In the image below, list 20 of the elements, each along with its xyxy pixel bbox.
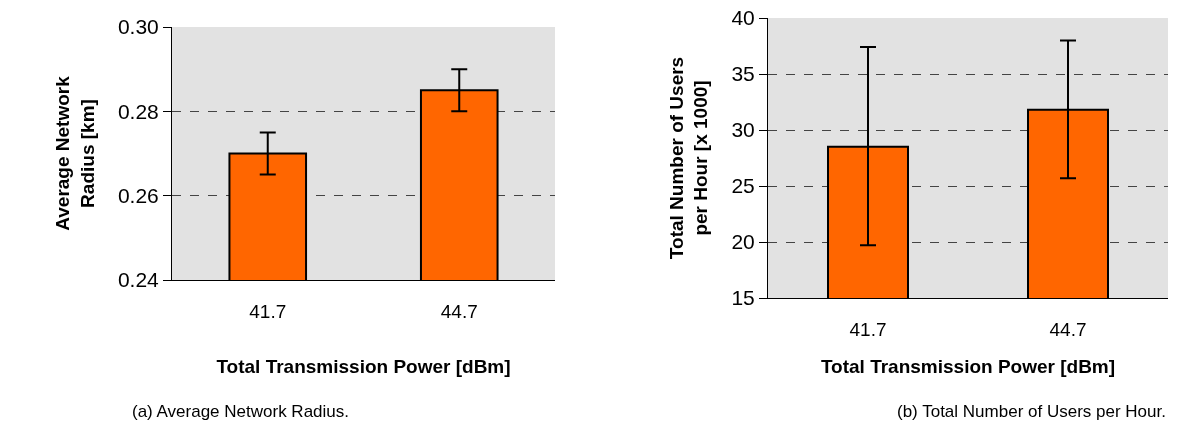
y-axis-title: Average Network Radius [km] (52, 75, 98, 231)
y-tick-label: 15 (731, 286, 755, 310)
x-tick-label: 41.7 (249, 300, 287, 322)
y-tick-label: 30 (731, 118, 755, 142)
y-axis-title: Total Number of Users per Hour [x 1000] (665, 56, 712, 260)
x-tick-label: 41.7 (849, 318, 887, 340)
x-tick-label: 44.7 (440, 300, 478, 322)
y-tick-label: 0.30 (117, 15, 159, 39)
y-tick-label: 25 (731, 174, 755, 198)
x-axis-title: Total Transmission Power [dBm] (216, 355, 511, 377)
y-tick-label: 40 (731, 6, 755, 30)
y-tick-label: 35 (731, 62, 755, 86)
y-tick-label: 0.28 (117, 99, 159, 123)
x-tick-label: 44.7 (1049, 318, 1087, 340)
text: (a) Average Network Radius. (132, 402, 350, 421)
y-tick-label: 20 (731, 230, 755, 254)
y-tick-label: 0.24 (117, 268, 160, 292)
text: (b) Total Number of Users per Hour. (897, 402, 1166, 421)
y-tick-label: 0.26 (117, 184, 159, 208)
x-axis-title: Total Transmission Power [dBm] (820, 355, 1116, 377)
